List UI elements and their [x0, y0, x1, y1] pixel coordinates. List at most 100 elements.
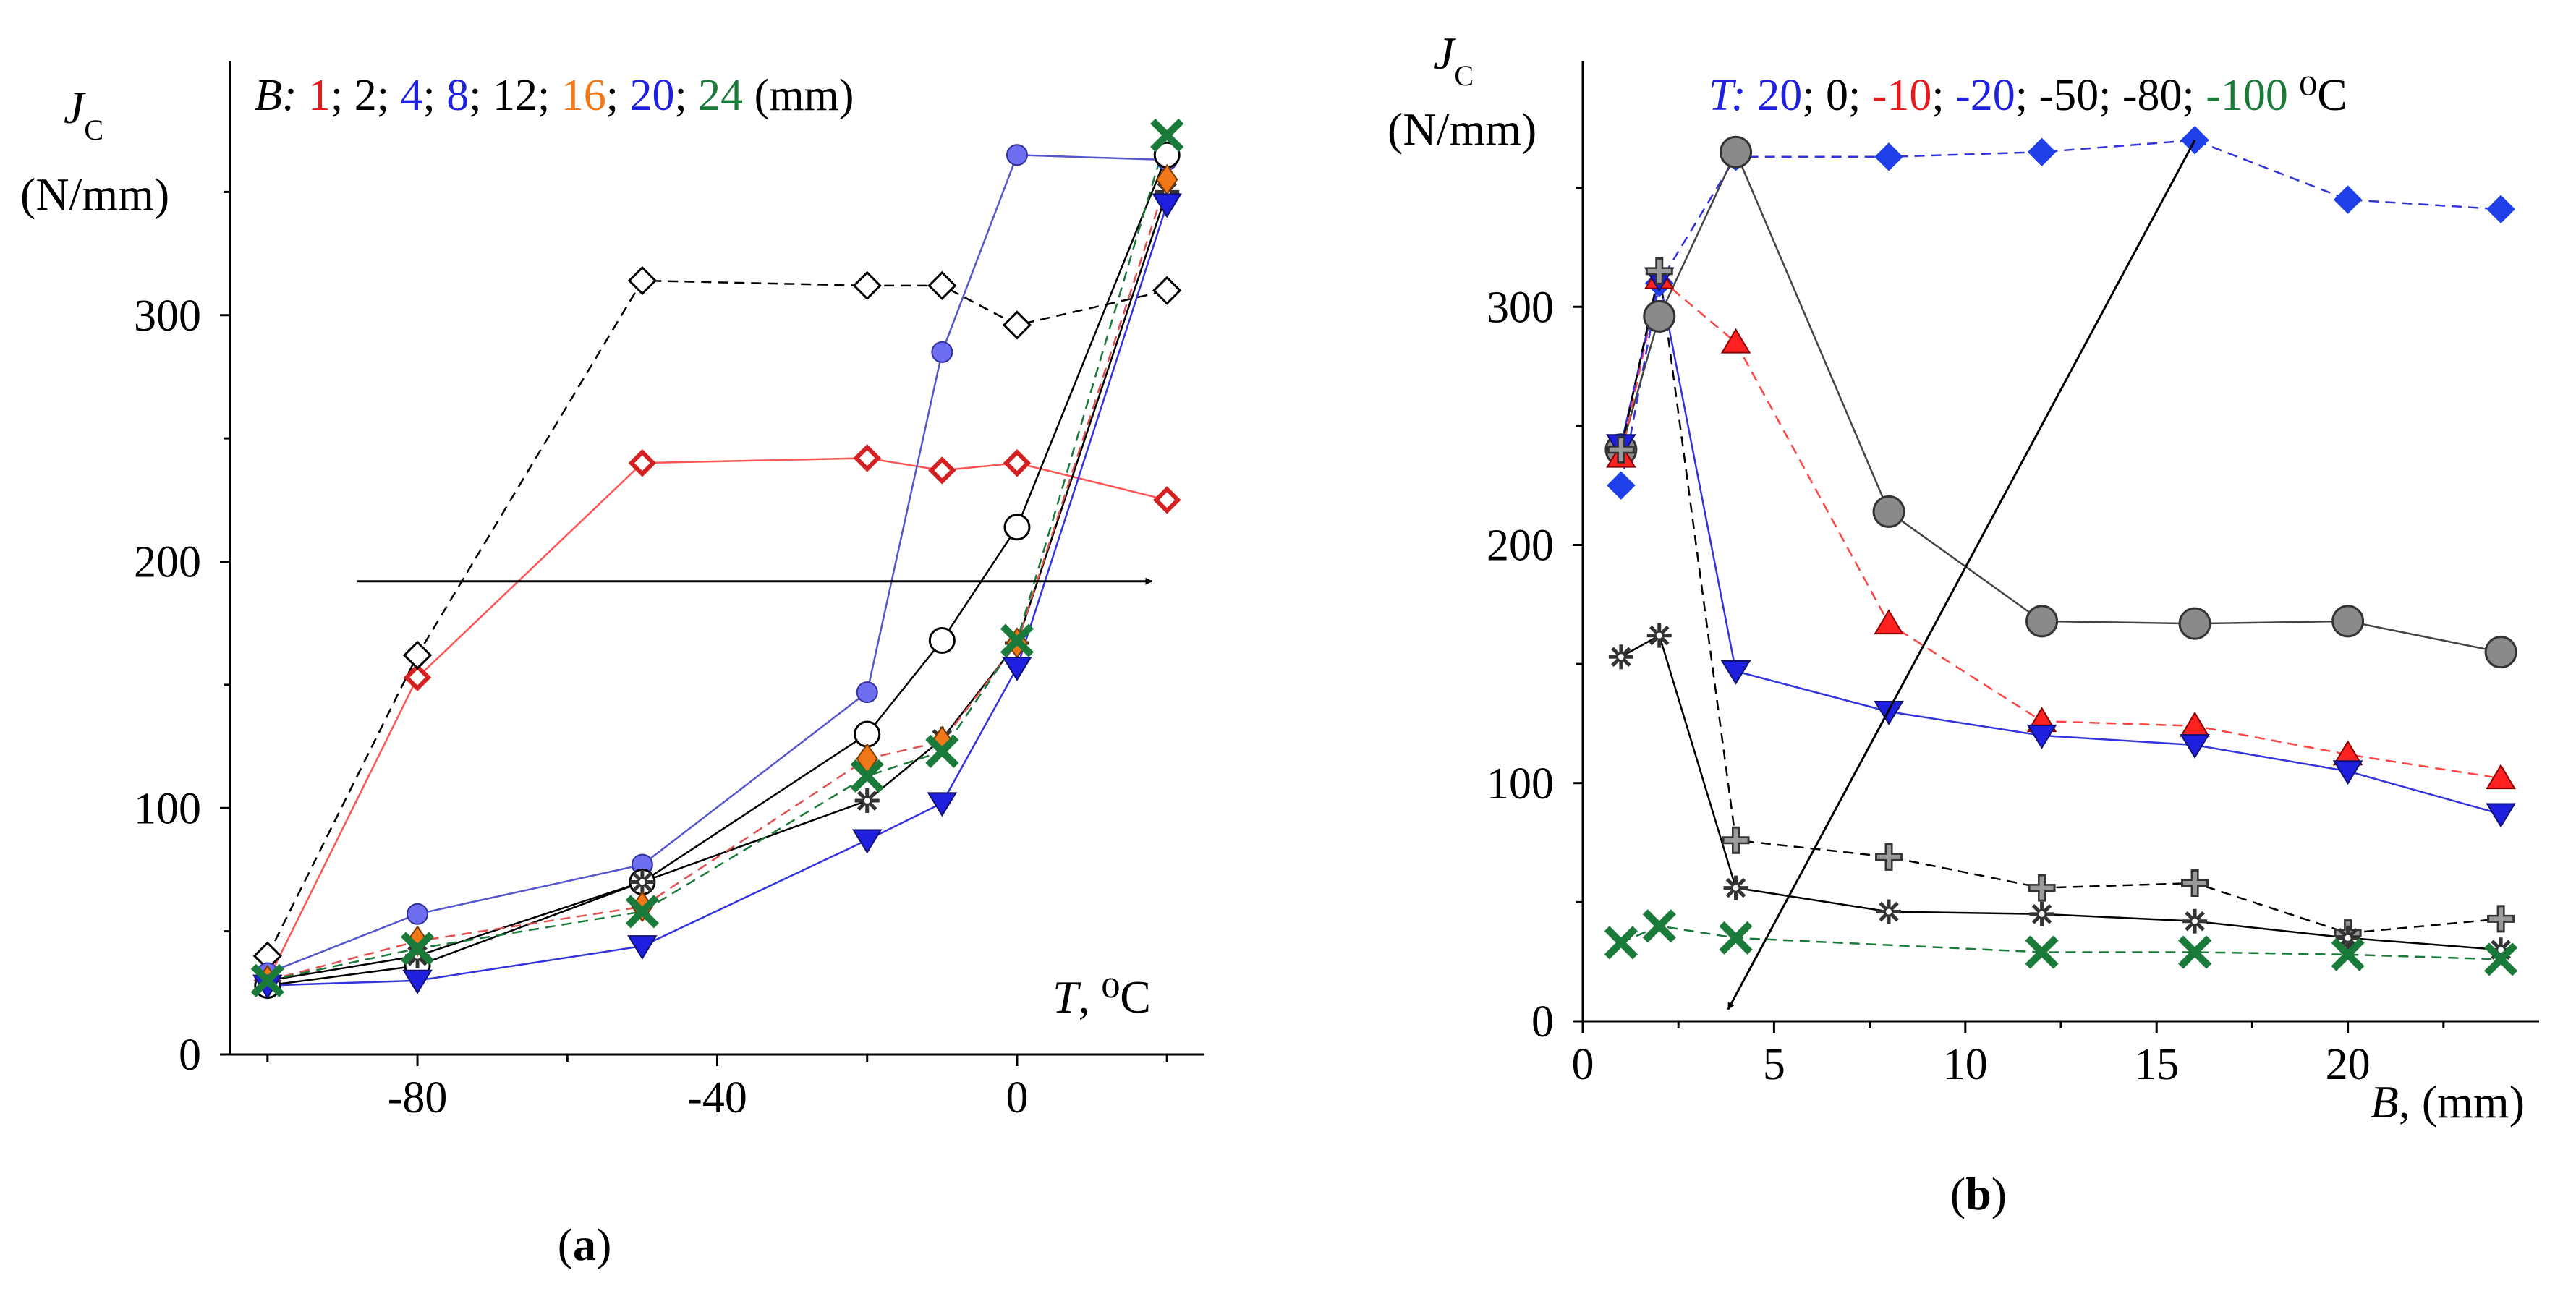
series-markers [252, 193, 1182, 1000]
series-markers [1604, 135, 2517, 669]
data-point [2180, 711, 2210, 737]
data-point [1003, 448, 1032, 477]
legend-entry: 8 [446, 71, 469, 120]
trend-arrow [1727, 140, 2196, 1010]
panel-a-xlabel: T, ⁰C [1053, 971, 1151, 1023]
legend-entry: 20 [629, 71, 674, 120]
data-point [627, 935, 658, 960]
panel-a-axes: 0 100 200 300 -80 -40 0 [134, 61, 1204, 1122]
x-tick-label: 10 [1943, 1040, 1988, 1089]
panel-a-legend: B: 1; 2; 4; 8; 12; 16; 20; 24 (mm) [255, 71, 854, 120]
data-point [2026, 724, 2057, 749]
series-t-10-c [1620, 276, 2501, 780]
data-point [2486, 803, 2516, 828]
legend-separator: ; [1848, 71, 1861, 120]
data-point [850, 759, 884, 793]
panel-a-series [250, 118, 1184, 1000]
legend-separator: ; [2099, 71, 2111, 120]
data-point [854, 720, 881, 748]
data-point [1719, 921, 1753, 955]
data-point [1002, 310, 1032, 340]
legend-separator: ; [377, 71, 389, 120]
data-point [2331, 605, 2365, 638]
panel-a-labels: JC (N/mm) T, ⁰C (a) [20, 82, 1151, 1270]
series-markers [250, 118, 1184, 997]
data-point [1720, 660, 1751, 685]
series-b-4-mm [267, 154, 1168, 974]
panel-b-yunit: (N/mm) [1387, 103, 1536, 155]
data-point [403, 663, 432, 691]
legend-entry: 24 [698, 71, 743, 120]
data-point [2181, 869, 2209, 898]
y-tick-label: 200 [134, 538, 201, 587]
data-point [2486, 195, 2515, 223]
data-point [1874, 609, 1904, 635]
x-tick-label: 15 [2134, 1040, 2179, 1089]
series-line [1620, 150, 2501, 653]
data-point [2025, 935, 2059, 969]
series-line [267, 192, 1168, 982]
series-line [267, 179, 1168, 982]
legend-entry: -80 [2122, 71, 2182, 120]
series-line [1620, 270, 2501, 934]
legend-line: B: 1; 2; 4; 8; 12; 16; 20; 24 (mm) [255, 71, 854, 120]
series-markers [256, 163, 1178, 997]
data-point [2332, 760, 2363, 785]
data-point [928, 627, 956, 655]
panel-a-yunit: (N/mm) [20, 169, 169, 220]
data-point [2331, 937, 2365, 971]
data-point [931, 341, 953, 363]
data-point [1152, 486, 1181, 514]
x-tick-label: -80 [388, 1073, 448, 1122]
legend-separator: ; [1802, 71, 1814, 120]
series-t-20-c [1620, 278, 2501, 815]
data-point [2025, 605, 2059, 638]
data-point [2178, 935, 2212, 969]
data-point [2027, 137, 2057, 166]
series-line [1620, 278, 2501, 815]
legend-suffix: (mm) [754, 71, 854, 120]
series-t-0-c [1620, 150, 2501, 653]
data-point [1874, 142, 1903, 171]
legend-separator: ; [606, 71, 619, 120]
series-line [1620, 139, 2501, 486]
data-point [1875, 843, 1903, 871]
data-point [1000, 623, 1034, 657]
legend-entry: -50 [2039, 71, 2099, 120]
series-markers [1607, 257, 2515, 947]
legend-title: T: [1709, 71, 1746, 120]
data-point [851, 829, 883, 854]
data-point [402, 640, 433, 670]
series-line [267, 154, 1168, 987]
legend-entry: -10 [1872, 71, 1932, 120]
data-point [1152, 276, 1182, 305]
data-point [2178, 607, 2211, 640]
data-point [1607, 435, 1635, 464]
y-tick-label: 300 [1487, 283, 1554, 332]
data-point [2484, 942, 2518, 976]
series-t-80-c [1620, 634, 2501, 951]
data-point [925, 734, 959, 768]
legend-separator: ; [674, 71, 686, 120]
data-point [400, 932, 435, 966]
y-tick-label: 100 [1487, 759, 1554, 809]
legend-separator: ; [331, 71, 343, 120]
data-point [1642, 909, 1676, 943]
series-markers [1604, 909, 2518, 976]
series-line [1620, 276, 2501, 780]
series-line [267, 135, 1168, 982]
data-point [1006, 144, 1028, 166]
y-tick-label: 0 [1531, 997, 1554, 1047]
data-point [1002, 657, 1032, 681]
legend-entry: 20 [1757, 71, 1802, 120]
data-point [1720, 328, 1751, 354]
series-t-20-c [1620, 139, 2501, 486]
data-point [2028, 874, 2056, 902]
series-markers [1606, 263, 2516, 790]
legend-title: B: [255, 71, 297, 120]
data-point [1646, 623, 1672, 648]
y-tick-label: 200 [1487, 521, 1554, 571]
data-point [2484, 636, 2517, 669]
series-t-50-c [1620, 270, 2501, 934]
